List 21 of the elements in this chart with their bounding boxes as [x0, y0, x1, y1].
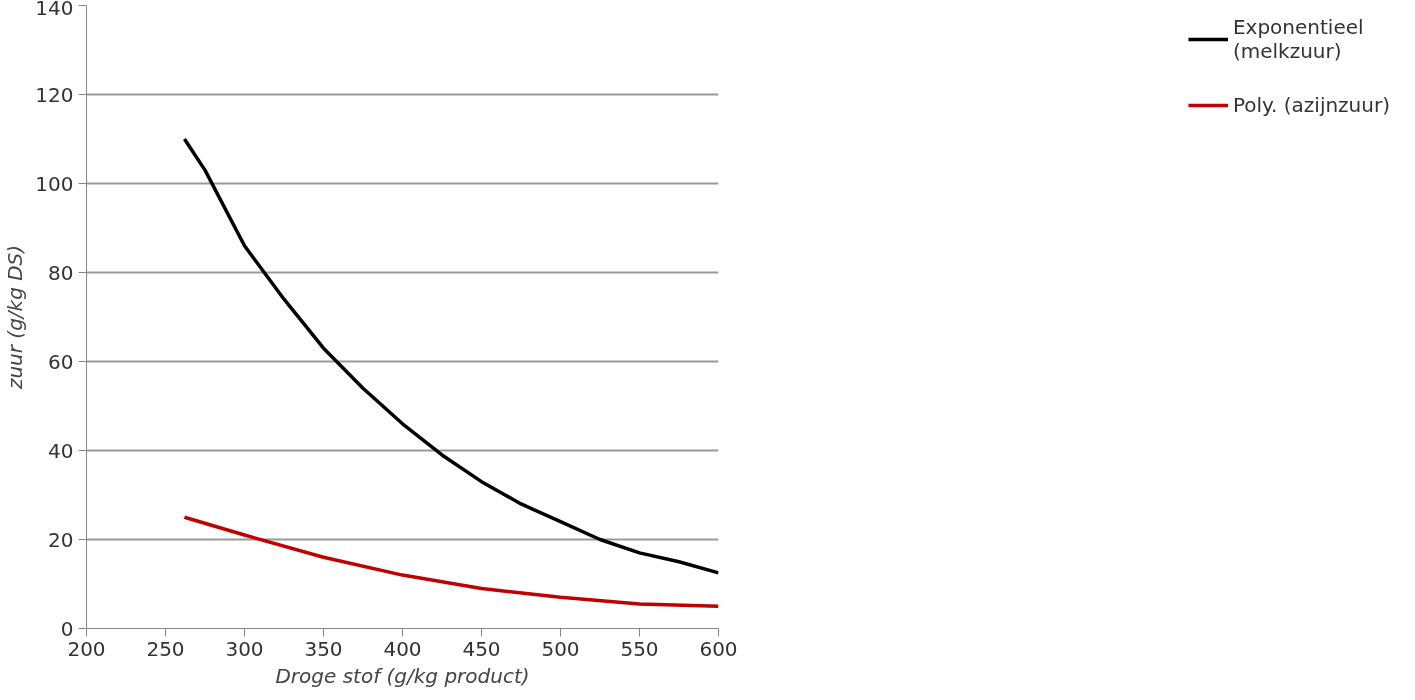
y-axis-title: zuur (g/kg DS): [3, 244, 28, 391]
legend-label: Exponentieel (melkzuur): [1232, 15, 1364, 63]
x-tick-label: 300: [225, 636, 264, 661]
x-tick-label: 500: [541, 636, 580, 661]
line-series: [182, 137, 719, 575]
y-tick-label: 40: [48, 438, 74, 463]
legend-label: Poly. (azijnzuur): [1232, 93, 1390, 117]
y-tick-label: 20: [48, 527, 74, 552]
x-tick-label: 400: [383, 636, 422, 661]
y-tick-label: 60: [48, 349, 74, 374]
x-tick-label: 250: [146, 636, 185, 661]
x-tick-label: 600: [699, 636, 738, 661]
x-tick-label: 450: [462, 636, 501, 661]
x-axis-title: Droge stof (g/kg product): [275, 663, 530, 688]
y-tick-label: 100: [35, 171, 74, 196]
y-tick-label: 140: [35, 0, 74, 20]
x-tick-label: 350: [304, 636, 343, 661]
y-tick-label: 80: [48, 260, 74, 285]
x-tick-label: 550: [620, 636, 659, 661]
line-series: [182, 515, 719, 608]
y-tick-label: 120: [35, 82, 74, 107]
